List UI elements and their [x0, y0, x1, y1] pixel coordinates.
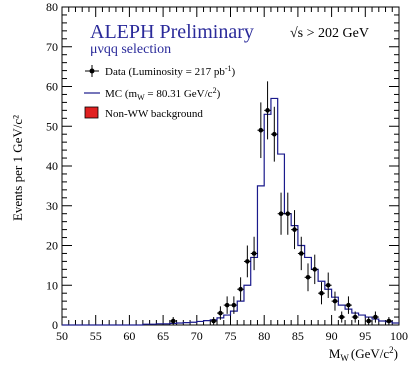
mc-histogram-line	[62, 97, 399, 326]
data-marker	[258, 127, 264, 133]
y-tick-label: 30	[46, 199, 58, 213]
data-marker	[251, 251, 257, 256]
data-point	[304, 263, 312, 292]
data-point	[324, 272, 332, 298]
data-point	[345, 296, 352, 314]
data-point	[169, 317, 177, 325]
data-marker	[285, 211, 291, 216]
data-marker	[298, 251, 304, 256]
data-marker	[272, 131, 277, 137]
data-marker	[170, 318, 176, 324]
data-point	[318, 282, 325, 305]
y-axis-title: Events per 1 GeV/c²	[10, 115, 25, 221]
y-tick-label: 50	[46, 119, 58, 133]
data-marker	[305, 275, 311, 280]
y-tick-label: 80	[46, 0, 58, 14]
x-axis-ticks: 50 55 60 65 70 75 80 85 90 95 100	[56, 7, 408, 343]
data-marker	[325, 282, 331, 288]
data-point	[311, 254, 319, 285]
data-marker	[224, 302, 230, 308]
data-point	[365, 317, 373, 325]
data-marker	[339, 314, 345, 320]
x-tick-label: 95	[359, 329, 371, 343]
data-point	[264, 81, 271, 140]
data-point	[338, 311, 346, 323]
legend-mc-label: MC (mW = 80.31 GeV/c2)	[105, 86, 221, 102]
legend-bkg-swatch	[84, 106, 99, 119]
y-tick-label: 0	[52, 318, 58, 332]
data-point	[297, 236, 305, 271]
y-tick-label: 20	[46, 239, 58, 253]
chart-title: ALEPH Preliminary	[90, 21, 254, 43]
chart-subtitle: μνqq selection	[90, 42, 171, 57]
data-point	[243, 245, 251, 278]
data-marker	[332, 298, 338, 304]
legend-data-label: Data (Luminosity = 217 pb-1)	[105, 64, 236, 78]
x-tick-label: 50	[56, 329, 68, 343]
x-tick-label: 70	[191, 329, 203, 343]
x-tick-label: 65	[157, 329, 169, 343]
data-marker	[312, 267, 318, 272]
data-marker	[211, 318, 216, 324]
x-axis-title: MW (GeV/c2)	[329, 345, 398, 363]
data-marker	[373, 314, 378, 320]
data-point	[270, 106, 278, 162]
data-point	[250, 236, 258, 271]
data-marker	[218, 310, 223, 316]
data-point	[372, 311, 379, 323]
x-tick-label: 90	[326, 329, 338, 343]
x-tick-label: 85	[292, 329, 304, 343]
data-points	[169, 81, 393, 325]
y-axis-ticks: 0 10 20 30 40 50 60 70 80	[46, 0, 399, 332]
energy-label: √s > 202 GeV	[290, 26, 369, 41]
data-marker	[245, 259, 250, 264]
data-point	[217, 306, 224, 320]
data-point	[277, 192, 285, 235]
x-tick-label: 60	[123, 329, 135, 343]
legend-bkg-label: Non-WW background	[105, 108, 203, 120]
legend-data-marker	[85, 65, 99, 77]
y-tick-label: 60	[46, 80, 58, 94]
data-marker	[238, 286, 243, 292]
y-tick-label: 10	[46, 278, 58, 292]
data-point	[385, 317, 393, 325]
data-marker	[278, 211, 284, 216]
y-tick-label: 40	[46, 159, 58, 173]
data-point	[237, 277, 244, 302]
legend: Data (Luminosity = 217 pb-1) MC (mW = 80…	[84, 64, 236, 120]
data-marker	[346, 302, 351, 308]
mc-histogram	[62, 97, 399, 326]
data-point	[257, 102, 265, 159]
data-point	[284, 192, 292, 235]
data-marker	[352, 314, 358, 320]
y-tick-label: 70	[46, 40, 58, 54]
data-marker	[319, 290, 324, 296]
x-tick-label: 80	[258, 329, 270, 343]
x-tick-label: 75	[225, 329, 237, 343]
data-marker	[265, 108, 270, 113]
data-point	[223, 296, 231, 314]
x-tick-label: 100	[390, 329, 408, 343]
x-tick-label: 55	[90, 329, 102, 343]
data-point	[210, 317, 218, 325]
data-marker	[231, 302, 237, 308]
data-marker	[366, 318, 371, 324]
data-marker	[386, 318, 392, 324]
data-point	[351, 311, 359, 323]
data-marker	[292, 227, 297, 232]
data-point	[230, 296, 238, 314]
data-point	[291, 210, 298, 250]
data-point	[331, 291, 339, 311]
